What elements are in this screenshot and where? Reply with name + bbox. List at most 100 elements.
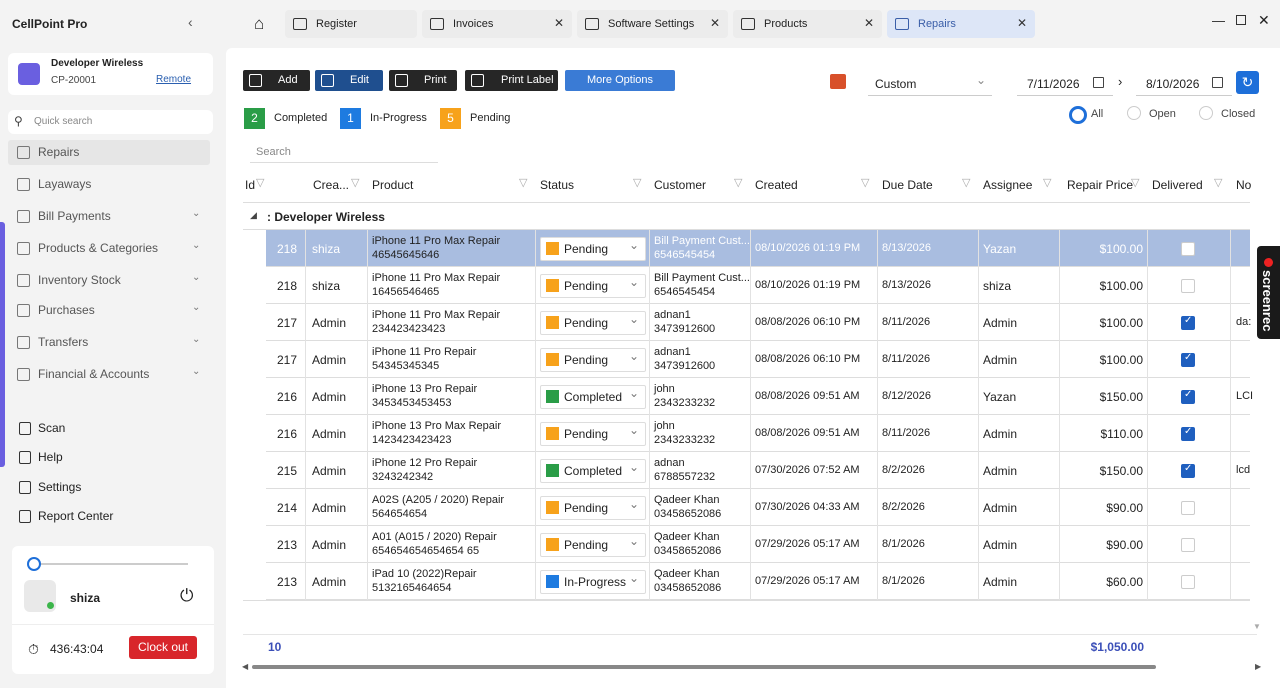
grid-search[interactable]: Search <box>250 141 438 163</box>
nav-item[interactable]: Transfers <box>38 335 89 349</box>
status-swatch <box>546 464 559 477</box>
delivered-checkbox[interactable] <box>1181 242 1195 256</box>
cell-product: iPad 10 (2022)Repair <box>372 568 477 580</box>
scrollbar-thumb[interactable] <box>252 665 1156 669</box>
status-select[interactable]: Pending ⌄ <box>540 237 646 261</box>
table-row[interactable] <box>266 378 1250 415</box>
status-select[interactable]: Completed ⌄ <box>540 459 646 483</box>
toolbar-button[interactable]: Add <box>243 70 310 91</box>
quick-search[interactable]: ⚲ Quick search <box>8 110 213 134</box>
slider-thumb[interactable] <box>27 557 41 571</box>
tab-close[interactable]: ✕ <box>863 16 874 30</box>
table-row[interactable] <box>266 563 1250 600</box>
minimize-button[interactable]: — <box>1212 13 1225 28</box>
delivered-checkbox[interactable] <box>1181 538 1195 552</box>
toolbar-button[interactable]: Print <box>389 70 457 91</box>
column-header[interactable]: Product <box>372 178 414 192</box>
table-row[interactable] <box>266 526 1250 563</box>
tab[interactable]: Software Settings ✕ <box>577 10 728 38</box>
tab[interactable]: Register <box>285 10 417 38</box>
delivered-checkbox[interactable] <box>1181 279 1195 293</box>
scroll-left[interactable]: ◀ <box>242 662 249 671</box>
restore-button[interactable] <box>1236 15 1246 25</box>
vertical-scroll-arrow: ▼ <box>1253 622 1261 631</box>
tab-close[interactable]: ✕ <box>553 16 564 30</box>
scroll-right[interactable]: ▶ <box>1255 662 1262 671</box>
status-select[interactable]: Pending ⌄ <box>540 422 646 446</box>
table-row[interactable] <box>266 452 1250 489</box>
delivered-checkbox[interactable] <box>1181 575 1195 589</box>
status-select[interactable]: In-Progress ⌄ <box>540 570 646 594</box>
cell-customer: Bill Payment Cust... <box>654 235 750 247</box>
toolbar-button[interactable]: More Options <box>565 70 675 91</box>
table-row[interactable] <box>266 304 1250 341</box>
delivered-checkbox[interactable]: ✓ <box>1181 315 1195 330</box>
column-header[interactable]: No <box>1236 178 1252 192</box>
table-row[interactable] <box>266 341 1250 378</box>
column-header[interactable]: Status <box>540 178 575 192</box>
tab[interactable]: Invoices ✕ <box>422 10 572 38</box>
period-select[interactable]: Custom ⌄ <box>868 71 992 96</box>
nav-item[interactable]: Financial & Accounts <box>38 367 150 381</box>
nav-item[interactable]: Layaways <box>38 177 92 191</box>
watermark: screenrec <box>1257 246 1280 339</box>
table-row[interactable] <box>266 267 1250 304</box>
column-header[interactable]: Created <box>755 178 798 192</box>
column-header[interactable]: Repair Price <box>1067 178 1134 192</box>
column-header[interactable]: Due Date <box>882 178 933 192</box>
date-picker[interactable]: 7/11/2026 <box>1017 71 1113 96</box>
nav-item[interactable]: Products & Categories <box>38 241 159 255</box>
tab-icon <box>895 18 909 30</box>
bottom-nav-item[interactable]: Settings <box>38 480 82 494</box>
column-header[interactable]: Crea... <box>313 178 350 192</box>
radio[interactable] <box>1069 106 1087 124</box>
status-select[interactable]: Pending ⌄ <box>540 311 646 335</box>
status-select[interactable]: Completed ⌄ <box>540 385 646 409</box>
refresh-button[interactable]: ↻ <box>1236 71 1259 94</box>
power-button[interactable]: ⏻ <box>180 586 194 605</box>
column-header[interactable]: Id <box>245 178 256 192</box>
status-select[interactable]: Pending ⌄ <box>540 533 646 557</box>
nav-item[interactable]: Inventory Stock <box>38 273 121 287</box>
column-header[interactable]: Delivered <box>1152 178 1203 192</box>
toolbar-button[interactable]: Edit <box>315 70 383 91</box>
nav-item[interactable]: Repairs <box>38 145 80 159</box>
nav-item[interactable]: Bill Payments <box>38 209 111 223</box>
nav-item[interactable]: Purchases <box>38 303 95 317</box>
store-card[interactable]: Developer Wireless CP-20001 Remote <box>8 53 213 95</box>
close-button[interactable]: ✕ <box>1258 12 1270 28</box>
status-label: In-Progress <box>564 575 627 589</box>
status-select[interactable]: Pending ⌄ <box>540 274 646 298</box>
cell-border <box>1147 489 1148 526</box>
delivered-checkbox[interactable] <box>1181 501 1195 515</box>
date-picker[interactable]: 8/10/2026 <box>1136 71 1232 96</box>
table-row[interactable] <box>266 489 1250 526</box>
tab-close[interactable]: ✕ <box>1016 16 1027 30</box>
bottom-nav-item[interactable]: Scan <box>38 421 66 435</box>
clock-out-button[interactable]: Clock out <box>129 636 197 659</box>
radio[interactable] <box>1127 106 1141 120</box>
bottom-nav-item[interactable]: Help <box>38 450 63 464</box>
table-row[interactable] <box>266 230 1250 267</box>
column-header[interactable]: Assignee <box>983 178 1033 192</box>
remote-link[interactable]: Remote <box>156 74 192 85</box>
collapse-button[interactable]: ‹ <box>188 14 193 30</box>
delivered-checkbox[interactable]: ✓ <box>1181 463 1195 478</box>
status-select[interactable]: Pending ⌄ <box>540 496 646 520</box>
cell-phone: 6546545454 <box>654 249 716 261</box>
radio[interactable] <box>1199 106 1213 120</box>
status-select[interactable]: Pending ⌄ <box>540 348 646 372</box>
delivered-checkbox[interactable]: ✓ <box>1181 426 1195 441</box>
delivered-checkbox[interactable]: ✓ <box>1181 352 1195 367</box>
table-row[interactable] <box>266 415 1250 452</box>
tab[interactable]: Repairs ✕ <box>887 10 1035 38</box>
tab[interactable]: Products ✕ <box>733 10 882 38</box>
tab-close[interactable]: ✕ <box>709 16 720 30</box>
group-toggle[interactable]: ◢ <box>250 210 257 220</box>
column-header[interactable]: Customer <box>654 178 707 192</box>
home-tab[interactable]: ⌂ <box>254 14 265 33</box>
bottom-nav-item[interactable]: Report Center <box>38 509 114 523</box>
toolbar-button[interactable]: Print Label <box>465 70 558 91</box>
delivered-checkbox[interactable]: ✓ <box>1181 389 1195 404</box>
cell-border <box>367 378 368 415</box>
